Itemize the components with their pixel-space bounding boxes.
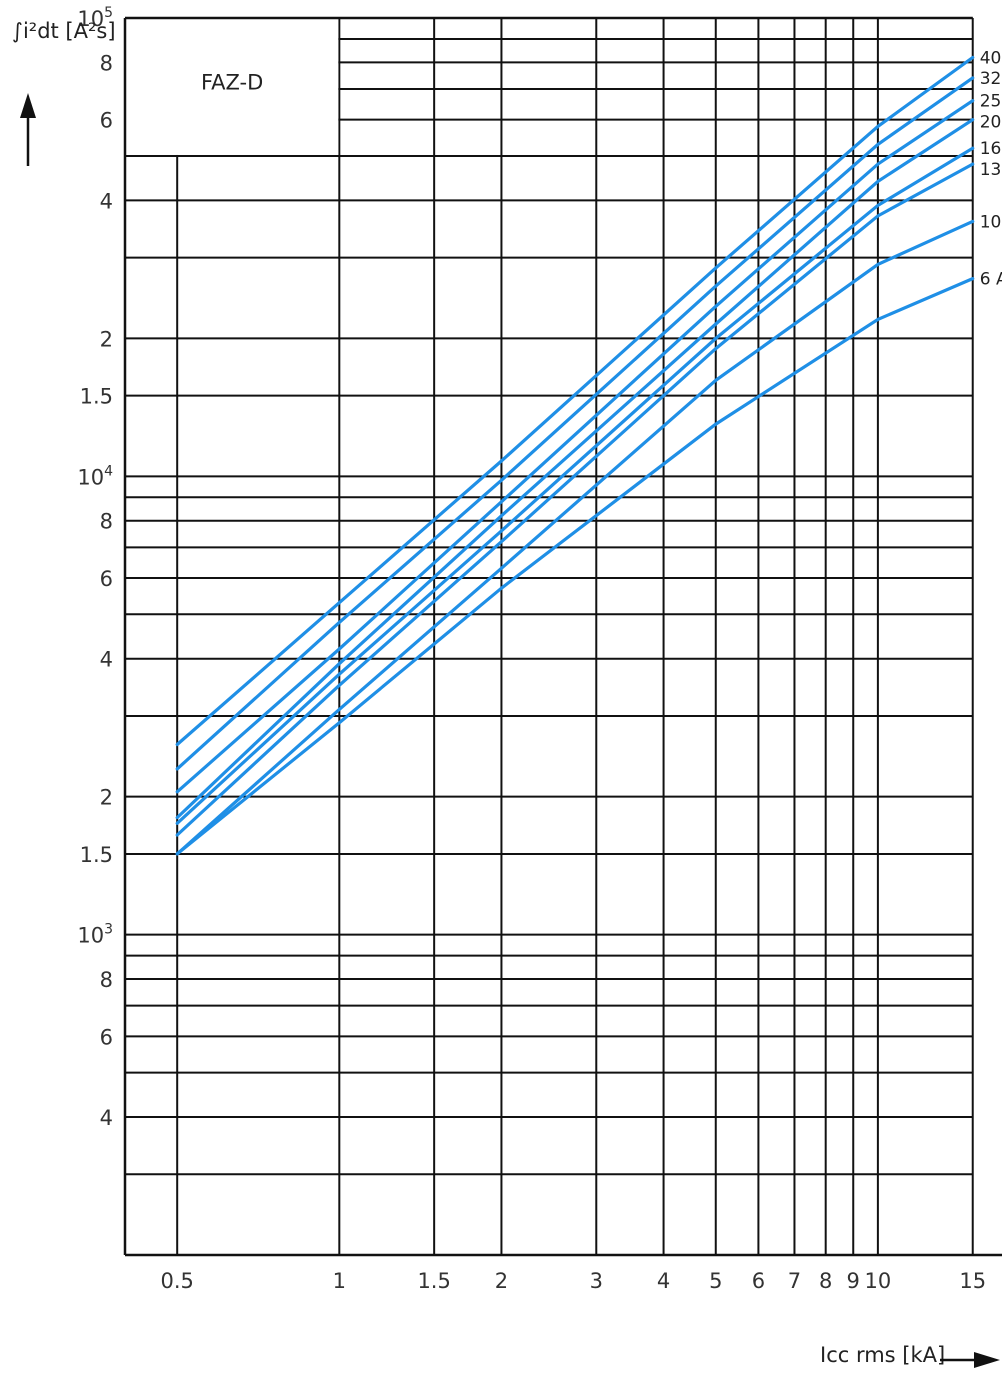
series-line [175, 162, 975, 837]
series-label: 32 A [980, 69, 1002, 89]
series-label: 6 A [980, 270, 1002, 290]
series-line [175, 219, 975, 856]
y-tick-label: 2 [100, 786, 113, 810]
y-tick-label: 1.5 [80, 843, 113, 867]
y-tick-label: 2 [100, 327, 113, 351]
x-tick-labels: 0.5 1 1.5 2 3 4 5 6 7 8 9 10 15 [160, 1269, 986, 1293]
x-axis-arrow-icon [940, 1352, 1000, 1368]
series-line [175, 118, 975, 820]
x-tick-label: 5 [709, 1269, 722, 1293]
x-tick-label: 2 [495, 1269, 508, 1293]
chart-title: FAZ-D [201, 71, 263, 95]
y-tick-label: 103 [77, 922, 113, 948]
x-tick-label: 3 [590, 1269, 603, 1293]
x-tick-label: 15 [959, 1269, 986, 1293]
y-tick-label: 4 [100, 189, 113, 213]
series-label: 13 A [980, 160, 1002, 180]
x-tick-label: 6 [752, 1269, 765, 1293]
series-line [175, 55, 975, 747]
y-axis-label: ∫i²dt [A²s] [12, 19, 116, 43]
y-tick-label: 4 [100, 1106, 113, 1130]
y-tick-label: 6 [100, 1025, 113, 1049]
series-label: 25 A [980, 92, 1002, 112]
y-axis-arrow-icon [20, 93, 36, 166]
x-tick-label: 0.5 [160, 1269, 193, 1293]
x-tick-label: 1 [333, 1269, 346, 1293]
x-tick-label: 8 [819, 1269, 832, 1293]
y-tick-label: 104 [77, 463, 113, 489]
y-tick-labels: 105 8 6 4 2 1.5 104 8 6 4 2 1.5 103 8 6 4 [77, 5, 113, 1130]
series-line [175, 277, 975, 856]
x-tick-label: 4 [657, 1269, 670, 1293]
series-label: 10 A [980, 212, 1002, 232]
y-tick-label: 6 [100, 109, 113, 133]
series-label: 16 A [980, 139, 1002, 159]
y-tick-label: 4 [100, 648, 113, 672]
series-line [175, 76, 975, 771]
series-label: 20 A [980, 113, 1002, 133]
series-line [175, 99, 975, 794]
series-line [175, 146, 975, 825]
y-tick-label: 8 [100, 51, 113, 75]
x-tick-label: 7 [788, 1269, 801, 1293]
x-axis-label: Icc rms [kA] [820, 1343, 945, 1367]
y-tick-label: 1.5 [80, 385, 113, 409]
grid [125, 17, 974, 1255]
y-tick-label: 6 [100, 567, 113, 591]
series-label: 40 A [980, 49, 1002, 69]
y-tick-label: 105 [77, 5, 113, 31]
x-tick-label: 9 [847, 1269, 860, 1293]
series-curves [175, 55, 975, 856]
title-box [126, 19, 339, 155]
y-tick-label: 8 [100, 968, 113, 992]
x-tick-label: 1.5 [417, 1269, 450, 1293]
axes [123, 16, 1002, 1257]
x-tick-label: 10 [865, 1269, 892, 1293]
y-tick-label: 8 [100, 510, 113, 534]
series-labels: 40 A32 A 25 A20 A 16 A13 A 10 A 6 A [980, 49, 1002, 290]
